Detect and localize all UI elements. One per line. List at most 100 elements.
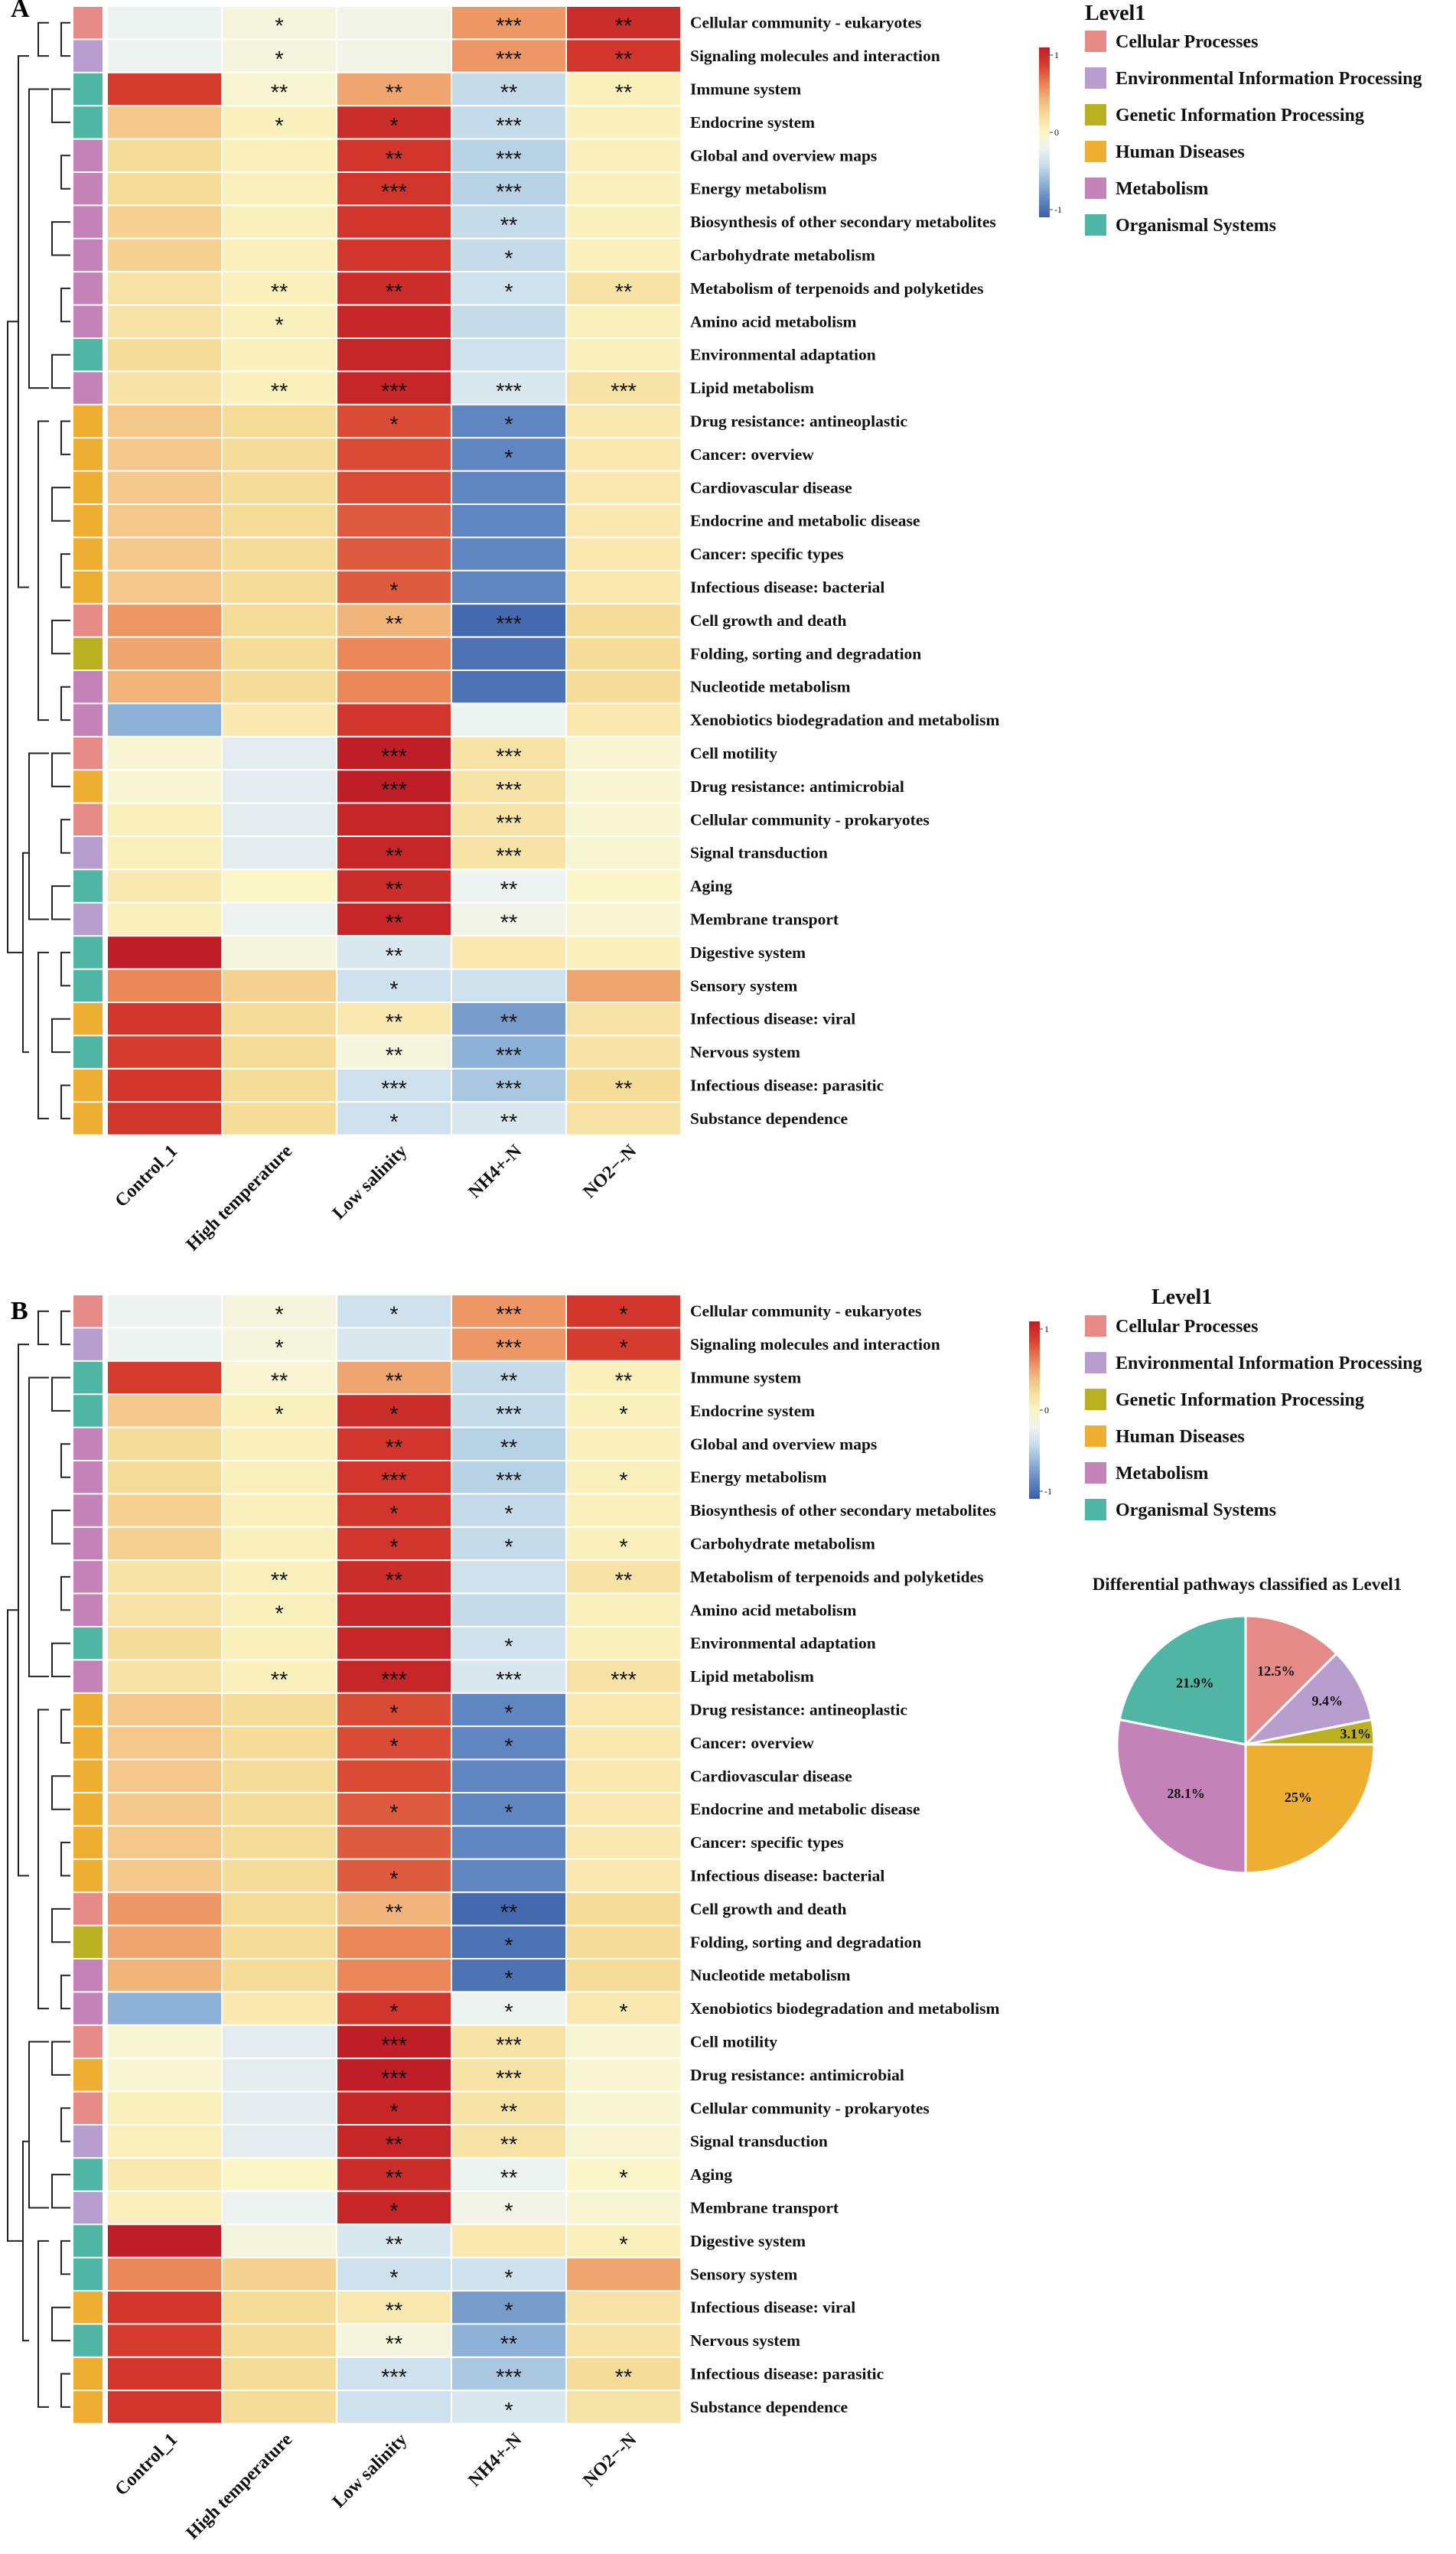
heatmap-cell — [451, 2223, 567, 2259]
significance-stars: ** — [386, 1569, 403, 1593]
heatmap-cell — [565, 2024, 682, 2060]
significance-stars: * — [619, 1303, 627, 1327]
row-label: Biosynthesis of other secondary metaboli… — [690, 1501, 996, 1520]
heatmap-cell — [565, 1426, 682, 1461]
level1-swatch — [73, 40, 103, 72]
level1-swatch — [73, 2092, 103, 2124]
heatmap-cell — [565, 836, 682, 871]
heatmap-cell — [451, 337, 567, 373]
dendrogram-branch — [60, 819, 70, 854]
row-label: Endocrine and metabolic disease — [690, 512, 920, 530]
row-label: Folding, sorting and degradation — [690, 1933, 921, 1951]
heatmap-cell — [565, 71, 682, 107]
significance-stars: ** — [615, 2366, 633, 2390]
heatmap-cell — [106, 1360, 223, 1396]
significance-stars: * — [389, 1303, 398, 1327]
heatmap-cell — [106, 2323, 223, 2358]
significance-stars: *** — [496, 845, 522, 869]
row-label: Cancer: overview — [690, 1734, 814, 1752]
row-label: Cell growth and death — [690, 1900, 847, 1918]
heatmap-cell — [565, 1526, 682, 1562]
row-label: Cell motility — [690, 744, 777, 763]
pie-slice-label: 28.1% — [1167, 1786, 1205, 1801]
heatmap-cell — [106, 1559, 223, 1595]
row-label: Aging — [690, 877, 732, 895]
row-label: Global and overview maps — [690, 1435, 877, 1453]
significance-stars: * — [275, 1402, 283, 1427]
level1-swatch — [73, 405, 103, 438]
heatmap-cell — [565, 38, 682, 73]
row-label: Cancer: overview — [690, 445, 814, 464]
heatmap-cell — [106, 5, 223, 41]
row-label: Amino acid metabolism — [690, 1601, 856, 1619]
heatmap-cell — [221, 935, 337, 970]
heatmap-cell — [565, 968, 682, 1003]
heatmap-cell — [451, 669, 567, 705]
level1-swatch — [73, 1395, 103, 1427]
heatmap-cell — [336, 968, 452, 1003]
level1-swatch — [73, 2059, 103, 2091]
row-label: Drug resistance: antimicrobial — [690, 2066, 904, 2084]
significance-stars: ** — [386, 2133, 403, 2158]
dendrogram-branch — [37, 1709, 49, 2010]
heatmap-cell — [336, 237, 452, 273]
legend-swatch — [1085, 1425, 1106, 1447]
dendrogram-branch — [60, 155, 70, 190]
heatmap-cell — [221, 1958, 337, 1993]
significance-stars: * — [389, 2200, 398, 2224]
row-label: Energy metabolism — [690, 180, 827, 198]
legend-item: Metabolism — [1116, 1464, 1208, 1484]
heatmap-cell — [106, 2057, 223, 2093]
dendrogram-branch — [28, 88, 49, 389]
colorbar-tick-label: -1 — [1044, 1486, 1052, 1497]
heatmap-cell — [106, 1460, 223, 1495]
significance-stars: * — [504, 1801, 513, 1826]
heatmap-cell — [565, 271, 682, 306]
significance-stars: ** — [500, 213, 518, 238]
significance-stars: ** — [386, 280, 403, 305]
heatmap-cell — [221, 636, 337, 671]
heatmap-cell — [336, 702, 452, 738]
level1-swatch — [73, 1727, 103, 1759]
heatmap-cell — [451, 1559, 567, 1595]
level1-swatch — [73, 870, 103, 902]
level1-swatch — [73, 1461, 103, 1494]
significance-stars: ** — [615, 1077, 633, 1102]
legend-item: Environmental Information Processing — [1116, 1354, 1422, 1373]
level1-swatch — [73, 1036, 103, 1068]
heatmap-cell — [336, 138, 452, 174]
heatmap-cell — [336, 1101, 452, 1136]
significance-stars: *** — [496, 47, 522, 72]
heatmap-cell — [106, 1991, 223, 2026]
heatmap-cell — [336, 669, 452, 705]
significance-stars: *** — [381, 2067, 407, 2091]
heatmap-cell — [565, 1034, 682, 1070]
legend-swatch — [1085, 1462, 1106, 1484]
significance-stars: ** — [386, 2332, 403, 2357]
row-label: Drug resistance: antineoplastic — [690, 412, 907, 431]
heatmap-cell — [221, 603, 337, 638]
heatmap-cell — [106, 503, 223, 539]
dendrogram-branch — [28, 1376, 49, 1678]
heatmap-cell — [106, 868, 223, 904]
heatmap-cell — [451, 5, 567, 41]
heatmap-cell — [106, 1825, 223, 1860]
significance-stars: * — [389, 1536, 398, 1560]
heatmap-cell — [336, 2290, 452, 2325]
significance-stars: *** — [381, 2034, 407, 2058]
heatmap-cell — [106, 836, 223, 871]
heatmap-cell — [106, 669, 223, 705]
dendrogram-branch — [18, 1344, 29, 1877]
significance-stars: * — [619, 1536, 627, 1560]
heatmap-cell — [336, 935, 452, 970]
significance-stars: ** — [615, 1370, 633, 1394]
significance-stars: ** — [271, 1370, 288, 1394]
legend-item: Genetic Information Processing — [1116, 1390, 1364, 1410]
dendrogram-branch — [28, 752, 49, 920]
level1-swatch — [73, 837, 103, 869]
heatmap-cell — [221, 1825, 337, 1860]
legend-swatch — [1085, 1315, 1106, 1337]
significance-stars: *** — [496, 147, 522, 171]
heatmap-cell — [221, 2356, 337, 2392]
heatmap-cell — [451, 636, 567, 671]
